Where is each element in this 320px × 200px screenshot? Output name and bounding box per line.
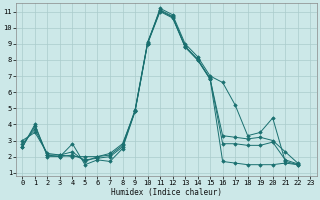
X-axis label: Humidex (Indice chaleur): Humidex (Indice chaleur)	[111, 188, 222, 197]
